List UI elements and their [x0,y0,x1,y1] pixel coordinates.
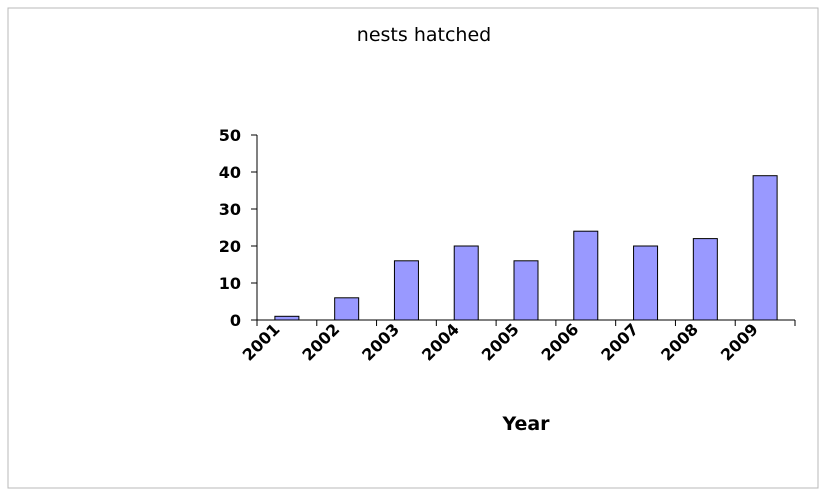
y-axis: 0 10 20 30 40 50 [219,126,258,330]
chart-title: nests hatched [357,24,491,46]
bar-2002 [334,297,360,321]
bar-2004 [453,245,479,321]
bar-2009 [752,175,778,321]
bar-2005 [513,260,539,321]
y-tick-label: 10 [219,274,241,293]
bar-2006 [573,230,599,321]
chart-border [7,7,819,489]
bar-2008 [692,238,718,321]
bar-2003 [393,260,419,321]
bars [274,175,778,321]
x-axis-label: Year [501,413,550,435]
bar-2001 [274,315,300,321]
y-tick-label: 40 [219,163,241,182]
y-tick-label: 30 [219,200,241,219]
y-tick-label: 0 [230,311,241,330]
bar-2007 [633,245,659,321]
y-tick-label: 20 [219,237,241,256]
y-tick-label: 50 [219,126,241,145]
